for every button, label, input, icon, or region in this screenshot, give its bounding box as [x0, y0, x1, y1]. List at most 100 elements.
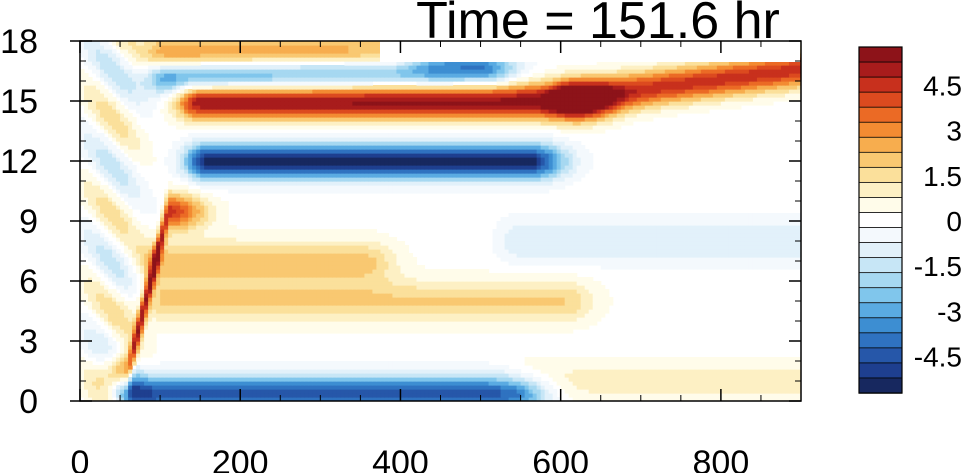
heatmap-cell [112, 249, 117, 254]
heatmap-cell [200, 365, 205, 370]
heatmap-cell [420, 309, 426, 314]
heatmap-cell [240, 293, 245, 298]
heatmap-cell [316, 301, 321, 306]
heatmap-cell [428, 325, 434, 330]
heatmap-cell [292, 325, 297, 330]
heatmap-cell [232, 385, 237, 390]
heatmap-cell [132, 345, 137, 350]
heatmap-cell [408, 281, 414, 286]
heatmap-cell [328, 369, 333, 374]
heatmap-cell [100, 345, 105, 350]
heatmap-cell [616, 261, 622, 266]
heatmap-cell [524, 289, 530, 294]
heatmap-cell [96, 385, 101, 390]
heatmap-cell [336, 281, 341, 286]
heatmap-cell [536, 325, 542, 330]
heatmap-cell [724, 393, 730, 398]
heatmap-cell [296, 281, 301, 286]
heatmap-cell [364, 361, 369, 366]
heatmap-cell [676, 357, 682, 362]
heatmap-cell [436, 281, 442, 286]
heatmap-cell [684, 357, 690, 362]
heatmap-cell [328, 273, 333, 278]
heatmap-cell [104, 313, 109, 318]
heatmap-cell [356, 261, 361, 266]
heatmap-cell [524, 317, 530, 322]
heatmap-cell [584, 389, 590, 394]
heatmap-cell [644, 265, 650, 270]
heatmap-cell [224, 325, 229, 330]
heatmap-cell [548, 357, 554, 362]
heatmap-cell [352, 245, 357, 250]
heatmap-cell [168, 265, 173, 270]
heatmap-cell [144, 301, 149, 306]
heatmap-cell [168, 393, 173, 398]
heatmap-cell [484, 293, 490, 298]
heatmap-cell [200, 253, 205, 258]
heatmap-cell [152, 269, 157, 274]
heatmap-cell [152, 385, 157, 390]
heatmap-cell [456, 289, 462, 294]
heatmap-cell [320, 317, 325, 322]
heatmap-cell [376, 297, 382, 302]
heatmap-cell [124, 289, 129, 294]
heatmap-cell [616, 385, 622, 390]
heatmap-cell [124, 345, 129, 350]
heatmap-cell [344, 369, 349, 374]
heatmap-cell [660, 389, 666, 394]
heatmap-cell [592, 377, 598, 382]
heatmap-cell [576, 373, 582, 378]
heatmap-cell [124, 373, 129, 378]
heatmap-cell [604, 309, 610, 314]
heatmap-cell [412, 309, 418, 314]
heatmap-cell [360, 389, 365, 394]
heatmap-cell [468, 301, 474, 306]
heatmap-cell [308, 241, 313, 246]
heatmap-cell [508, 277, 514, 282]
heatmap-cell [436, 273, 442, 278]
heatmap-cell [448, 381, 454, 386]
heatmap-cell [288, 365, 293, 370]
heatmap-cell [508, 377, 514, 382]
heatmap-cell [148, 269, 153, 274]
heatmap-cell [492, 241, 498, 246]
heatmap-cell [656, 373, 662, 378]
heatmap-cell [508, 241, 514, 246]
heatmap-cell [596, 281, 602, 286]
heatmap-cell [432, 385, 438, 390]
heatmap-cell [124, 257, 129, 262]
heatmap-cell [512, 373, 518, 378]
heatmap-cell [456, 373, 462, 378]
heatmap-cell [696, 257, 702, 262]
heatmap-cell [456, 325, 462, 330]
heatmap-cell [520, 381, 526, 386]
heatmap-cell [296, 321, 301, 326]
heatmap-cell [372, 385, 378, 390]
heatmap-cell [188, 397, 193, 401]
heatmap-cell [608, 397, 614, 401]
heatmap-cell [428, 389, 434, 394]
heatmap-cell [384, 369, 390, 374]
heatmap-cell [728, 369, 734, 374]
heatmap-cell [516, 277, 522, 282]
heatmap-cell [680, 265, 686, 270]
heatmap-cell [596, 261, 602, 266]
heatmap-cell [292, 281, 297, 286]
heatmap-cell [92, 321, 97, 326]
heatmap-cell [504, 373, 510, 378]
heatmap-cell [96, 313, 101, 318]
heatmap-cell [268, 317, 273, 322]
heatmap-cell [368, 381, 374, 386]
heatmap-cell [580, 285, 586, 290]
heatmap-cell [252, 309, 257, 314]
heatmap-cell [164, 285, 169, 290]
heatmap-cell [724, 253, 730, 258]
heatmap-cell [240, 301, 245, 306]
heatmap-cell [124, 241, 129, 246]
heatmap-cell [572, 293, 578, 298]
heatmap-cell [508, 253, 514, 258]
heatmap-cell [716, 389, 722, 394]
heatmap-cell [172, 389, 177, 394]
heatmap-cell [584, 373, 590, 378]
heatmap-cell [432, 281, 438, 286]
